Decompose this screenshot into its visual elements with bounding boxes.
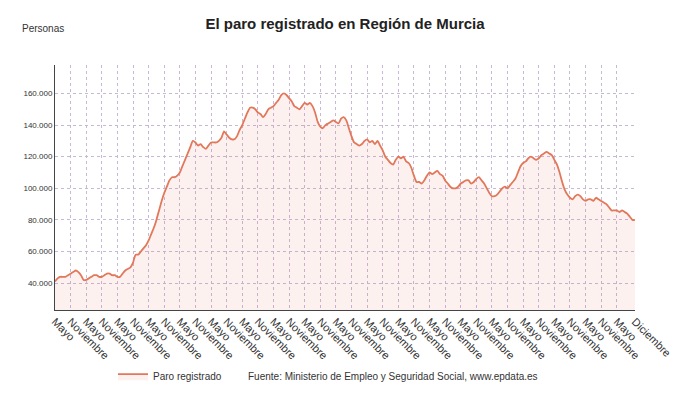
- svg-text:Noviembre: Noviembre: [221, 316, 267, 362]
- svg-text:80.000: 80.000: [28, 216, 53, 225]
- svg-text:Noviembre: Noviembre: [440, 316, 486, 362]
- svg-text:Mayo: Mayo: [268, 316, 296, 344]
- svg-text:Mayo: Mayo: [611, 316, 639, 344]
- svg-text:Noviembre: Noviembre: [190, 316, 236, 362]
- svg-text:Noviembre: Noviembre: [97, 316, 143, 362]
- svg-text:Noviembre: Noviembre: [159, 316, 205, 362]
- svg-text:Noviembre: Noviembre: [128, 316, 174, 362]
- svg-text:Fuente: Ministerio de Empleo y: Fuente: Ministerio de Empleo y Seguridad…: [248, 371, 538, 382]
- svg-text:40.000: 40.000: [28, 279, 53, 288]
- svg-text:60.000: 60.000: [28, 247, 53, 256]
- svg-text:Noviembre: Noviembre: [533, 316, 579, 362]
- svg-text:Mayo: Mayo: [81, 316, 109, 344]
- svg-text:Noviembre: Noviembre: [284, 316, 330, 362]
- svg-text:Noviembre: Noviembre: [346, 316, 392, 362]
- svg-text:Diciembre: Diciembre: [630, 316, 673, 359]
- svg-text:Mayo: Mayo: [455, 316, 483, 344]
- svg-text:Noviembre: Noviembre: [315, 316, 361, 362]
- svg-text:Mayo: Mayo: [331, 316, 359, 344]
- svg-text:Noviembre: Noviembre: [377, 316, 423, 362]
- svg-text:Mayo: Mayo: [50, 316, 78, 344]
- svg-text:Mayo: Mayo: [487, 316, 515, 344]
- svg-text:Noviembre: Noviembre: [502, 316, 548, 362]
- svg-text:Mayo: Mayo: [299, 316, 327, 344]
- svg-text:Noviembre: Noviembre: [471, 316, 517, 362]
- svg-text:100.000: 100.000: [23, 184, 52, 193]
- svg-text:Paro registrado: Paro registrado: [153, 371, 222, 382]
- svg-text:160.000: 160.000: [23, 89, 52, 98]
- svg-text:Mayo: Mayo: [393, 316, 421, 344]
- svg-text:Mayo: Mayo: [206, 316, 234, 344]
- svg-text:Mayo: Mayo: [143, 316, 171, 344]
- svg-text:Mayo: Mayo: [580, 316, 608, 344]
- svg-text:Noviembre: Noviembre: [253, 316, 299, 362]
- svg-text:Noviembre: Noviembre: [565, 316, 611, 362]
- svg-text:120.000: 120.000: [23, 152, 52, 161]
- svg-text:Noviembre: Noviembre: [409, 316, 455, 362]
- svg-text:Mayo: Mayo: [112, 316, 140, 344]
- svg-text:Mayo: Mayo: [424, 316, 452, 344]
- svg-text:Noviembre: Noviembre: [65, 316, 111, 362]
- svg-text:Mayo: Mayo: [237, 316, 265, 344]
- svg-text:Mayo: Mayo: [362, 316, 390, 344]
- svg-text:Personas: Personas: [22, 23, 64, 34]
- svg-text:140.000: 140.000: [23, 121, 52, 130]
- svg-text:Mayo: Mayo: [175, 316, 203, 344]
- svg-text:Mayo: Mayo: [518, 316, 546, 344]
- svg-text:Noviembre: Noviembre: [596, 316, 642, 362]
- svg-text:El paro registrado en Región d: El paro registrado en Región de Murcia: [205, 15, 485, 32]
- svg-text:Mayo: Mayo: [549, 316, 577, 344]
